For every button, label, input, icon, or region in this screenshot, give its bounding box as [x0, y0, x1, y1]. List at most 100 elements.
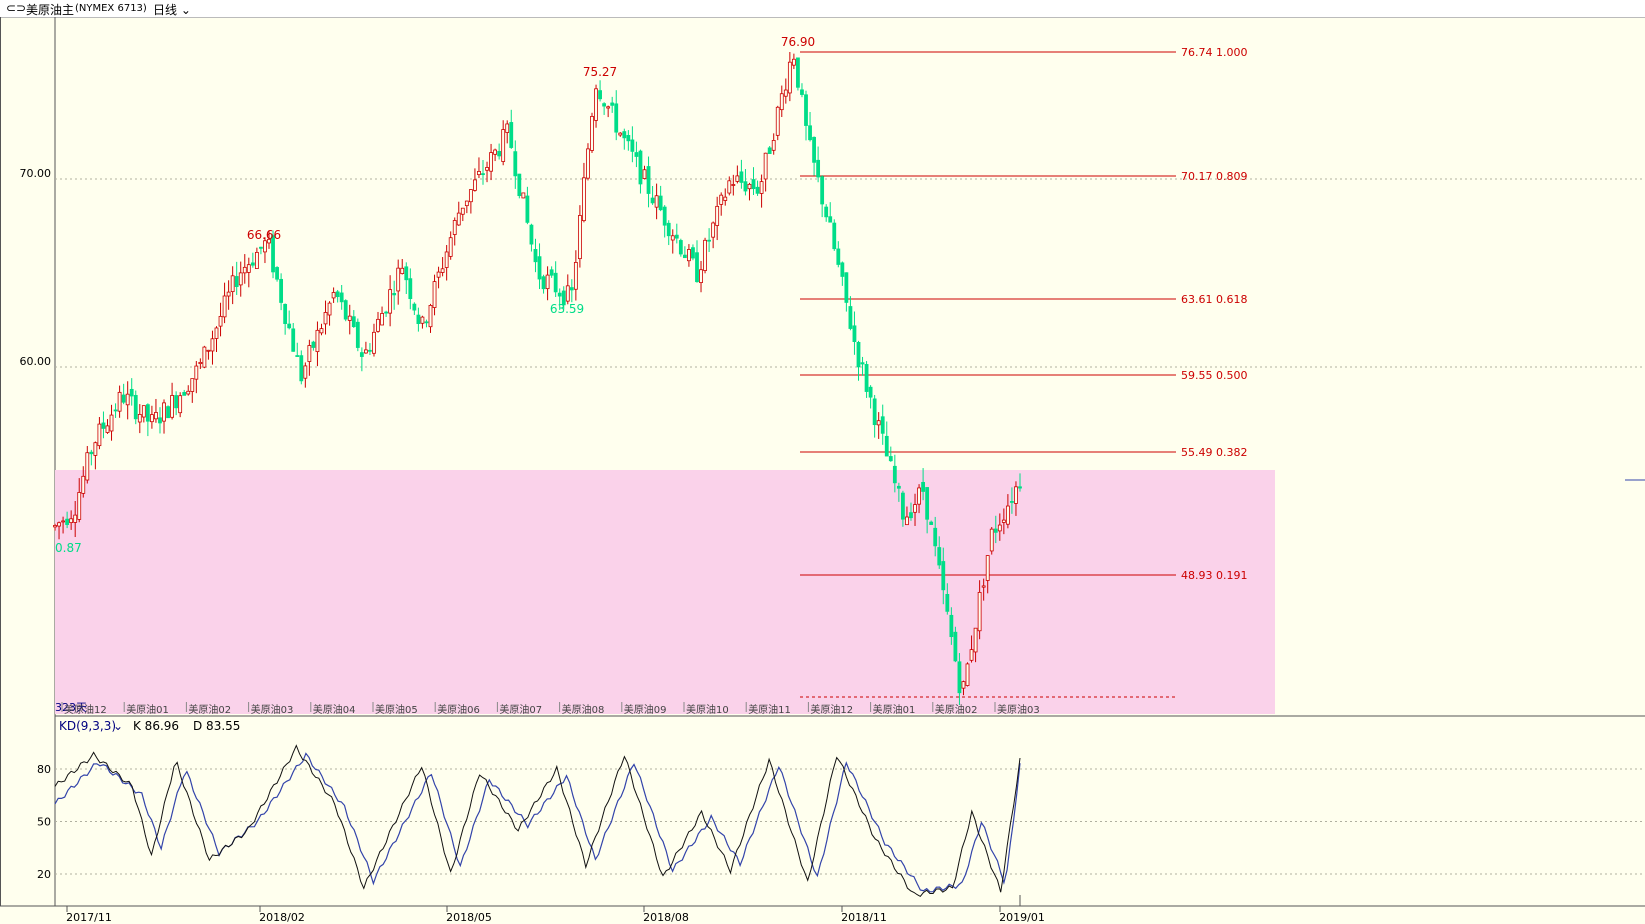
candle[interactable] — [440, 257, 445, 277]
candle[interactable] — [969, 635, 974, 663]
candle[interactable] — [590, 112, 594, 153]
candle[interactable] — [610, 96, 615, 113]
candle[interactable] — [89, 449, 94, 466]
candle[interactable] — [953, 626, 958, 663]
candle[interactable] — [242, 254, 247, 284]
candle[interactable] — [715, 196, 720, 241]
candle[interactable] — [687, 244, 691, 267]
candle[interactable] — [129, 378, 134, 406]
candle[interactable] — [182, 389, 187, 396]
candle[interactable] — [561, 286, 566, 310]
candle[interactable] — [703, 237, 707, 274]
candle[interactable] — [1010, 487, 1014, 514]
candle[interactable] — [844, 272, 849, 312]
candle[interactable] — [380, 306, 384, 326]
candle[interactable] — [363, 341, 368, 354]
candle[interactable] — [796, 57, 800, 91]
candle[interactable] — [856, 340, 861, 381]
candle[interactable] — [267, 230, 271, 249]
candle[interactable] — [93, 441, 98, 470]
candle[interactable] — [993, 515, 998, 544]
candle[interactable] — [283, 303, 288, 335]
candle[interactable] — [436, 266, 441, 289]
candle[interactable] — [468, 189, 473, 214]
candle[interactable] — [448, 231, 453, 260]
candle[interactable] — [695, 240, 699, 283]
candle[interactable] — [493, 148, 498, 162]
candle[interactable] — [973, 627, 978, 663]
candle[interactable] — [355, 318, 360, 352]
candle[interactable] — [888, 446, 893, 462]
candle[interactable] — [965, 662, 970, 687]
candle[interactable] — [226, 280, 231, 310]
candle[interactable] — [832, 219, 837, 251]
candle[interactable] — [501, 120, 506, 166]
candle[interactable] — [743, 169, 748, 196]
candle[interactable] — [194, 360, 199, 394]
candle[interactable] — [230, 266, 235, 305]
candle[interactable] — [85, 446, 90, 484]
candle[interactable] — [662, 205, 667, 238]
candle[interactable] — [388, 275, 393, 327]
candle[interactable] — [178, 392, 183, 418]
candle[interactable] — [170, 382, 174, 420]
candle[interactable] — [351, 310, 356, 328]
candle[interactable] — [691, 244, 695, 261]
candle[interactable] — [162, 399, 166, 434]
candle[interactable] — [747, 182, 752, 201]
candle[interactable] — [634, 141, 639, 168]
candle[interactable] — [404, 262, 409, 295]
candle[interactable] — [553, 261, 558, 297]
candle[interactable] — [141, 405, 146, 423]
candle[interactable] — [489, 143, 493, 181]
candle[interactable] — [876, 412, 881, 439]
candle[interactable] — [416, 307, 421, 332]
candle[interactable] — [222, 282, 227, 324]
candle[interactable] — [836, 241, 841, 268]
candle[interactable] — [759, 174, 764, 208]
candle[interactable] — [626, 130, 631, 151]
candle[interactable] — [872, 394, 877, 438]
candle[interactable] — [755, 180, 760, 196]
candle[interactable] — [977, 580, 982, 640]
candle[interactable] — [941, 547, 946, 605]
candle[interactable] — [582, 162, 586, 223]
candle[interactable] — [376, 311, 380, 333]
candle[interactable] — [658, 185, 663, 212]
candle[interactable] — [824, 204, 829, 222]
candle[interactable] — [594, 84, 598, 128]
candle[interactable] — [323, 300, 328, 335]
candle[interactable] — [202, 345, 207, 369]
candle[interactable] — [73, 500, 78, 538]
candle[interactable] — [456, 201, 461, 226]
candle[interactable] — [359, 347, 364, 372]
candle[interactable] — [460, 207, 465, 222]
candle[interactable] — [820, 175, 825, 218]
chevron-down-icon[interactable]: ⌄ — [177, 3, 191, 17]
candle[interactable] — [77, 478, 82, 523]
candle[interactable] — [997, 513, 1002, 541]
candle[interactable] — [751, 167, 756, 195]
candle[interactable] — [783, 78, 788, 104]
candle[interactable] — [81, 466, 86, 498]
candle[interactable] — [868, 385, 873, 409]
candle[interactable] — [945, 583, 950, 615]
candle[interactable] — [525, 186, 530, 225]
candle[interactable] — [840, 261, 845, 286]
candle[interactable] — [97, 417, 102, 450]
candle[interactable] — [565, 274, 570, 305]
candle[interactable] — [646, 156, 651, 208]
candle[interactable] — [828, 202, 833, 223]
candle[interactable] — [735, 165, 740, 184]
candle[interactable] — [303, 362, 308, 388]
candle[interactable] — [569, 279, 574, 303]
candle[interactable] — [961, 680, 966, 696]
candle[interactable] — [937, 536, 942, 569]
candle[interactable] — [408, 268, 413, 310]
candle[interactable] — [218, 302, 223, 337]
candle[interactable] — [117, 385, 122, 418]
candle[interactable] — [343, 299, 348, 322]
candle[interactable] — [808, 112, 812, 142]
candle[interactable] — [602, 102, 607, 115]
